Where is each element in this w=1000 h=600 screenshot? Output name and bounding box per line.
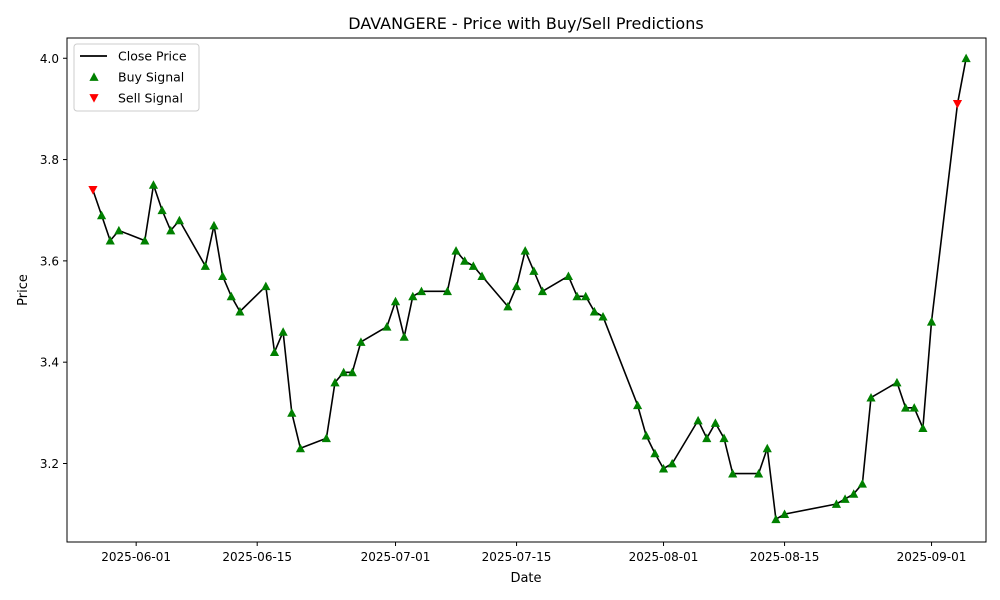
buy-signal-marker bbox=[148, 180, 159, 189]
buy-signal-marker bbox=[399, 332, 409, 341]
buy-signal-marker bbox=[693, 415, 703, 425]
buy-signal-marker bbox=[779, 509, 790, 519]
buy-signal-marker bbox=[918, 423, 928, 432]
buy-signal-marker bbox=[442, 286, 452, 296]
sell-signal-marker bbox=[88, 186, 98, 195]
buy-signal-marker bbox=[166, 225, 176, 235]
x-tick-label: 2025-07-01 bbox=[361, 550, 431, 564]
y-axis: 3.2 3.4 3.6 3.8 4.0 bbox=[40, 52, 67, 471]
buy-signal-marker bbox=[477, 271, 487, 280]
buy-signal-marker bbox=[650, 448, 660, 458]
buy-signal-marker bbox=[287, 408, 297, 417]
buy-signal-marker bbox=[771, 514, 781, 524]
x-tick-label: 2025-09-01 bbox=[897, 550, 967, 564]
buy-signal-marker bbox=[892, 377, 902, 387]
buy-signal-marker bbox=[857, 479, 867, 488]
x-tick-label: 2025-06-01 bbox=[101, 550, 171, 564]
buy-signal-marker bbox=[866, 393, 876, 402]
buy-signal-marker bbox=[831, 499, 842, 508]
buy-signal-marker bbox=[460, 256, 470, 265]
buy-signal-marker bbox=[269, 347, 280, 356]
buy-signal-marker bbox=[140, 236, 150, 245]
y-tick-label: 3.6 bbox=[40, 254, 59, 268]
buy-signal-marker bbox=[114, 225, 124, 235]
buy-signal-marker bbox=[157, 205, 167, 215]
plot-area bbox=[88, 53, 971, 524]
buy-signal-marker bbox=[926, 317, 937, 326]
buy-signal-marker bbox=[200, 261, 210, 270]
buy-signal-marker bbox=[632, 400, 643, 410]
buy-signal-marker bbox=[235, 306, 245, 316]
buy-signal-marker bbox=[900, 403, 911, 412]
x-tick-label: 2025-08-01 bbox=[629, 550, 699, 564]
sell-signal-marker bbox=[952, 99, 963, 109]
buy-signal-marker bbox=[356, 337, 366, 346]
buy-signal-marker bbox=[961, 53, 971, 63]
buy-signal-marker bbox=[261, 281, 271, 291]
buy-signal-marker bbox=[218, 271, 228, 280]
buy-signal-marker bbox=[719, 433, 729, 443]
buy-signal-marker bbox=[330, 377, 340, 387]
close-price-line bbox=[92, 58, 967, 520]
legend-box bbox=[73, 43, 200, 112]
legend-label: Sell Signal bbox=[118, 91, 183, 106]
chart-title: DAVANGERE - Price with Buy/Sell Predicti… bbox=[348, 14, 703, 33]
buy-signal-marker bbox=[520, 246, 530, 255]
buy-signal-marker bbox=[416, 286, 427, 296]
buy-signal-marker bbox=[347, 367, 357, 377]
buy-signal-marker bbox=[598, 311, 608, 321]
buy-signal-marker bbox=[702, 433, 712, 443]
legend-label: Buy Signal bbox=[118, 70, 184, 85]
buy-signal-marker bbox=[728, 469, 738, 478]
buy-signal-marker bbox=[339, 367, 349, 377]
legend-sell-signal-swatch bbox=[89, 94, 99, 103]
buy-signal-marker bbox=[105, 236, 115, 245]
y-axis-label: Price bbox=[16, 274, 31, 306]
buy-signal-marker bbox=[849, 489, 859, 498]
buy-signal-marker bbox=[511, 281, 522, 291]
buy-signal-marker bbox=[278, 327, 288, 336]
x-axis: 2025-06-01 2025-06-15 2025-07-01 2025-07-15… bbox=[101, 542, 966, 564]
x-tick-label: 2025-06-15 bbox=[222, 550, 292, 564]
buy-signal-marker bbox=[589, 306, 599, 316]
buy-signal-marker bbox=[572, 291, 582, 301]
buy-signal-marker bbox=[529, 266, 539, 275]
plot-frame bbox=[66, 37, 987, 543]
buy-signal-marker bbox=[295, 443, 306, 453]
buy-signal-marker bbox=[226, 291, 236, 301]
buy-signal-marker bbox=[390, 296, 401, 306]
x-tick-label: 2025-08-15 bbox=[750, 550, 820, 564]
buy-signal-marker bbox=[710, 418, 721, 427]
buy-signal-marker bbox=[209, 220, 219, 230]
legend-label: Close Price bbox=[118, 49, 187, 64]
buy-signal-marker bbox=[909, 403, 919, 412]
buy-signal-marker bbox=[667, 458, 677, 468]
y-tick-label: 3.8 bbox=[40, 153, 59, 167]
legend-buy-signal-swatch bbox=[89, 72, 99, 81]
buy-signal-marker bbox=[382, 322, 392, 331]
buy-signal-marker bbox=[408, 291, 418, 301]
buy-signal-marker bbox=[451, 246, 461, 255]
y-tick-label: 3.4 bbox=[40, 356, 59, 370]
buy-signal-marker bbox=[581, 291, 591, 301]
buy-signal-marker bbox=[503, 301, 513, 311]
buy-signal-marker bbox=[468, 261, 478, 270]
buy-signal-marker bbox=[762, 443, 772, 453]
buy-signal-marker bbox=[174, 215, 184, 225]
buy-signal-marker bbox=[96, 210, 107, 220]
legend: Close Price Buy Signal Sell Signal bbox=[73, 43, 200, 112]
buy-signal-marker bbox=[321, 433, 331, 443]
y-tick-label: 3.2 bbox=[40, 457, 59, 471]
y-tick-label: 4.0 bbox=[40, 52, 59, 66]
buy-signal-marker bbox=[537, 286, 548, 296]
buy-signal-marker bbox=[840, 494, 850, 503]
buy-signal-marker bbox=[658, 463, 669, 473]
buy-signal-marker bbox=[641, 431, 651, 440]
buy-signal-marker bbox=[563, 271, 574, 280]
buy-signal-marker bbox=[754, 469, 764, 478]
x-tick-label: 2025-07-15 bbox=[482, 550, 552, 564]
x-axis-label: Date bbox=[510, 571, 541, 586]
